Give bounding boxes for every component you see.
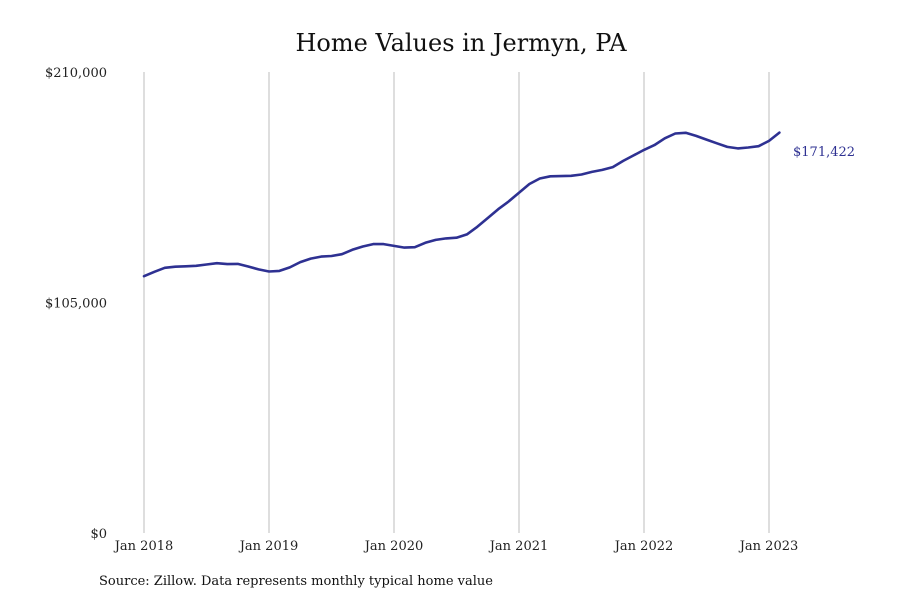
x-tick-label: Jan 2019 [238, 539, 299, 554]
x-axis-tick-labels: Jan 2018 Jan 2019 Jan 2020 Jan 2021 Jan 2022… [113, 539, 799, 554]
x-tick-label: Jan 2020 [363, 539, 424, 554]
last-value-label: $171,422 [793, 145, 855, 160]
series-layer [142, 131, 781, 278]
y-tick-label: $105,000 [45, 297, 107, 312]
chart-title: Home Values in Jermyn, PA [295, 29, 627, 57]
gridlines [143, 72, 770, 533]
x-tick-label: Jan 2023 [738, 539, 799, 554]
y-axis-tick-labels: $0 $105,000 $210,000 [45, 66, 107, 542]
x-tick-label: Jan 2021 [488, 539, 549, 554]
series-line [142, 131, 781, 278]
source-note: Source: Zillow. Data represents monthly … [99, 574, 493, 589]
y-tick-label: $210,000 [45, 66, 107, 81]
x-tick-label: Jan 2022 [613, 539, 674, 554]
y-tick-label: $0 [90, 527, 107, 542]
x-tick-label: Jan 2018 [113, 539, 174, 554]
